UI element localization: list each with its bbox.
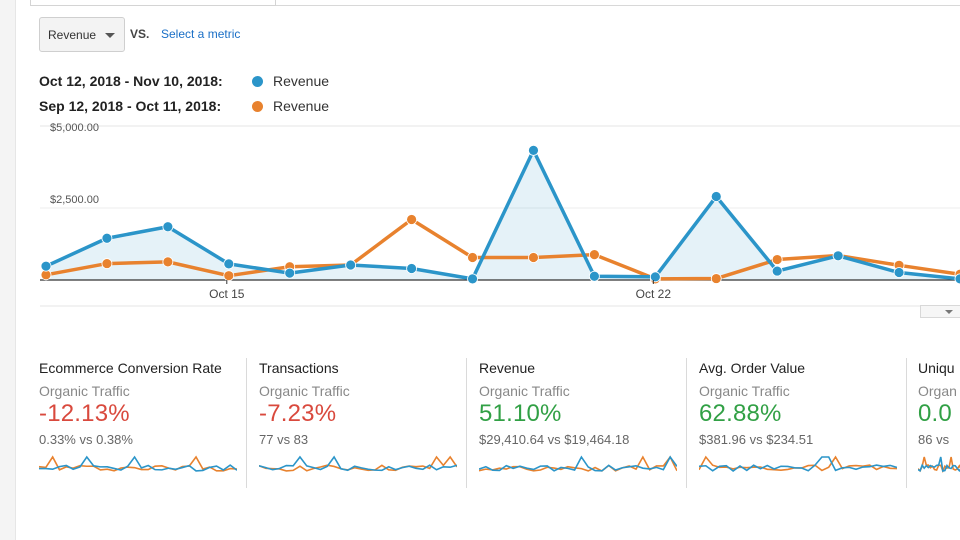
scorecard-compare: $29,410.64 vs $19,464.18 [479, 432, 630, 447]
scorecard-revenue[interactable]: Revenue Organic Traffic 51.10% $29,410.6… [479, 358, 699, 488]
legend-previous-dot-icon [252, 100, 263, 112]
data-point-previous [589, 249, 600, 261]
data-point-current [40, 260, 52, 272]
legend-current: Oct 12, 2018 - Nov 10, 2018: Revenue [39, 72, 329, 90]
data-point-current [345, 259, 357, 271]
legend-current-dot-icon [252, 75, 263, 87]
data-point-current [223, 258, 235, 270]
metric-dropdown[interactable]: Revenue [39, 17, 125, 52]
scorecard-compare: 77 vs 83 [259, 432, 309, 447]
x-tick-label: Oct 15 [209, 287, 245, 301]
scorecard-divider [466, 358, 467, 488]
sparkline [918, 456, 960, 473]
legend-current-range: Oct 12, 2018 - Nov 10, 2018: [39, 73, 223, 89]
legend-current-label: Revenue [273, 73, 330, 89]
data-point-current [710, 191, 722, 202]
left-rail [0, 0, 16, 540]
data-point-current [528, 144, 539, 156]
scorecard-unique-purchases[interactable]: Uniqu Organ 0.0 86 vs [918, 358, 960, 488]
scorecard-segment: Organic Traffic [39, 383, 130, 399]
sparkline [479, 455, 677, 472]
data-point-previous [223, 270, 235, 282]
chevron-down-icon [945, 310, 953, 314]
y-tick-label: $5,000.00 [50, 122, 99, 134]
scorecard-title: Ecommerce Conversion Rate [39, 360, 222, 376]
legend-previous-range: Sep 12, 2018 - Oct 11, 2018: [39, 98, 222, 114]
scorecard-segment: Organic Traffic [259, 383, 350, 399]
data-point-current [589, 270, 600, 282]
sparkline-path [479, 455, 677, 472]
scorecard-divider [686, 358, 687, 488]
data-point-current [893, 267, 905, 278]
revenue-line-chart: $5,000.00 $2,500.00 Oct 15 Oct 22 [40, 122, 960, 307]
tab-divider [276, 5, 960, 6]
scorecard-title: Revenue [479, 360, 536, 376]
sparkline [39, 455, 237, 472]
data-point-current [649, 271, 661, 283]
sparkline-path [918, 456, 960, 473]
x-tick-label: Oct 22 [636, 287, 672, 301]
scorecard-transactions[interactable]: Transactions Organic Traffic -7.23% 77 v… [259, 358, 479, 488]
series-line-previous [45, 217, 960, 281]
legend-previous-label: Revenue [273, 98, 330, 114]
scorecard-divider [246, 358, 247, 488]
scorecard-avg-order-value[interactable]: Avg. Order Value Organic Traffic 62.88% … [699, 358, 919, 488]
data-point-previous [467, 252, 478, 263]
sparkline-path [479, 455, 677, 472]
data-point-current [954, 273, 960, 285]
data-point-previous [710, 273, 722, 284]
data-point-previous [406, 214, 418, 225]
data-point-previous [162, 256, 174, 268]
data-point-current [101, 232, 113, 244]
sparkline-path [259, 455, 457, 472]
series-line-current [45, 148, 960, 281]
scorecard-change: -12.13% [39, 400, 130, 427]
sparkline-path [699, 456, 897, 472]
data-point-current [406, 263, 418, 274]
sparkline-path [259, 455, 457, 472]
scorecard-clip: Uniqu Organ 0.0 86 vs [918, 358, 960, 488]
select-metric-link[interactable]: Select a metric [161, 27, 241, 41]
scorecard-change: 62.88% [699, 400, 782, 427]
scorecard-compare: 0.33% vs 0.38% [39, 432, 133, 447]
scorecard-conversion-rate[interactable]: Ecommerce Conversion Rate Organic Traffi… [39, 358, 259, 488]
data-point-current [832, 250, 844, 262]
data-point-previous [771, 254, 783, 265]
sparkline-path [39, 455, 237, 472]
legend-previous: Sep 12, 2018 - Oct 11, 2018: Revenue [39, 97, 329, 115]
scorecard-segment: Organ [918, 383, 957, 399]
scorecard-divider [906, 358, 907, 488]
data-point-current [162, 221, 174, 233]
scorecard-segment: Organic Traffic [699, 383, 790, 399]
scorecard-title: Uniqu [918, 360, 955, 376]
scorecard-title: Transactions [259, 360, 339, 376]
scorecard-title: Avg. Order Value [699, 360, 806, 376]
vs-label: VS. [130, 27, 150, 41]
metric-dropdown-value: Revenue [48, 27, 97, 42]
scorecard-compare: 86 vs [918, 432, 950, 447]
data-point-current [467, 273, 478, 285]
scorecard-change: 51.10% [479, 400, 562, 427]
data-point-current [284, 267, 296, 279]
data-point-current [771, 265, 783, 277]
scorecard-compare: $381.96 vs $234.51 [699, 432, 814, 447]
sparkline [259, 455, 457, 472]
data-point-previous [101, 258, 113, 269]
y-tick-label: $2,500.00 [50, 194, 99, 206]
sparkline [699, 455, 897, 472]
scorecard-change: -7.23% [259, 400, 337, 427]
data-point-previous [528, 252, 539, 263]
chevron-down-icon [105, 33, 115, 38]
scorecard-change: 0.0 [918, 400, 952, 427]
scorecard-segment: Organic Traffic [479, 383, 570, 399]
chart-collapse-toggle[interactable] [920, 305, 960, 318]
active-tab[interactable] [30, 0, 276, 6]
